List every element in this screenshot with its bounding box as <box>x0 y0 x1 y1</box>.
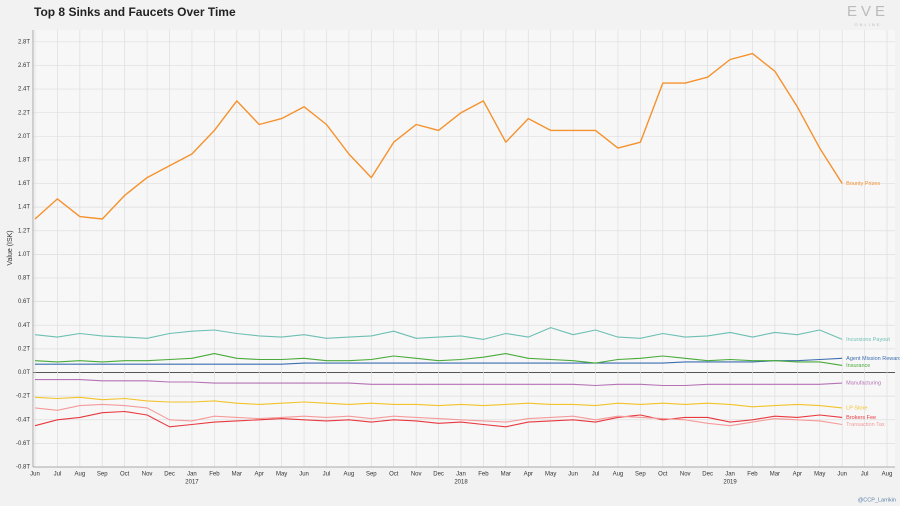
y-tick-label: 2.6T <box>18 63 30 69</box>
x-tick-label: May <box>545 472 556 478</box>
y-tick-label: 0.8T <box>18 276 30 282</box>
y-tick-label: 2.0T <box>18 134 30 140</box>
series-label: Transaction Tax <box>846 422 885 428</box>
x-tick-label: Jul <box>54 472 62 478</box>
y-tick-label: 1.0T <box>18 252 30 258</box>
y-tick-label: 2.2T <box>18 110 30 116</box>
x-tick-label: Jun <box>299 472 309 478</box>
x-tick-label: Jul <box>861 472 869 478</box>
logo-sub: ONLINE <box>855 22 882 27</box>
x-year-label: 2018 <box>454 480 468 486</box>
x-tick-label: Aug <box>613 472 624 478</box>
x-tick-label: Apr <box>793 472 802 478</box>
x-tick-label: Mar <box>501 472 511 478</box>
x-tick-label: Jan <box>725 472 735 478</box>
y-tick-label: -0.8T <box>16 465 30 471</box>
y-tick-label: 0.2T <box>18 346 30 352</box>
x-tick-label: Apr <box>524 472 533 478</box>
series-line <box>35 357 843 365</box>
y-tick-label: -0.2T <box>16 394 30 400</box>
series-label: Insurance <box>846 363 870 369</box>
chart-title: Top 8 Sinks and Faucets Over Time <box>34 5 236 19</box>
series-label: Bounty Prizes <box>846 181 880 187</box>
x-tick-label: Feb <box>478 472 489 478</box>
series-line <box>34 410 843 428</box>
x-tick-label: Aug <box>344 472 355 478</box>
x-tick-label: Oct <box>120 472 130 478</box>
series-label: Agent Mission Rewards <box>846 356 900 362</box>
x-tick-label: Oct <box>389 472 399 478</box>
series-line <box>34 403 843 427</box>
y-tick-label: 1.8T <box>18 157 30 163</box>
x-tick-label: Jul <box>323 472 331 478</box>
y-tick-label: 1.6T <box>18 181 30 187</box>
x-tick-label: Dec <box>702 472 713 478</box>
x-tick-label: Jan <box>456 472 466 478</box>
x-tick-label: Jan <box>187 472 197 478</box>
y-tick-label: 0.6T <box>18 299 30 305</box>
x-tick-label: Feb <box>747 472 758 478</box>
series-label: Incursions Payout <box>846 337 890 343</box>
x-year-label: 2017 <box>185 480 199 486</box>
x-tick-label: Apr <box>255 472 264 478</box>
y-tick-label: 2.4T <box>18 87 30 93</box>
plot-area <box>33 30 895 467</box>
y-axis-label: Value (ISK) <box>7 230 14 265</box>
logo: EVE <box>847 3 889 20</box>
y-tick-label: 1.2T <box>18 228 30 234</box>
y-tick-label: 1.4T <box>18 205 30 211</box>
x-tick-label: Aug <box>882 472 893 478</box>
x-year-label: 2019 <box>723 480 737 486</box>
x-tick-label: Jun <box>837 472 847 478</box>
x-tick-label: Nov <box>142 472 153 478</box>
x-tick-label: Nov <box>411 472 422 478</box>
x-tick-label: Oct <box>658 472 668 478</box>
x-tick-label: Jul <box>592 472 600 478</box>
x-tick-label: Sep <box>366 472 377 478</box>
y-tick-label: 0.0T <box>18 370 30 376</box>
x-tick-label: Jun <box>30 472 40 478</box>
x-tick-label: May <box>814 472 825 478</box>
x-tick-label: Aug <box>74 472 85 478</box>
x-tick-label: Dec <box>164 472 175 478</box>
series-line <box>34 353 843 366</box>
series-line <box>34 396 843 409</box>
series-label: Manufacturing <box>846 381 881 387</box>
x-tick-label: Mar <box>232 472 242 478</box>
credit: @CCP_Larrikin <box>858 497 896 503</box>
x-tick-label: Jun <box>568 472 578 478</box>
x-tick-label: Mar <box>770 472 780 478</box>
series-label: LP Store <box>846 405 867 411</box>
series-line <box>34 327 843 340</box>
y-tick-label: 2.8T <box>18 39 30 45</box>
x-tick-label: May <box>276 472 287 478</box>
x-tick-label: Feb <box>209 472 220 478</box>
y-tick-label: 0.4T <box>18 323 30 329</box>
series-line <box>35 379 843 387</box>
x-tick-label: Dec <box>433 472 444 478</box>
y-tick-label: -0.4T <box>16 417 30 423</box>
series-label: Brokers Fee <box>846 415 876 421</box>
y-tick-label: -0.6T <box>16 441 30 447</box>
x-tick-label: Nov <box>680 472 691 478</box>
x-tick-label: Sep <box>635 472 646 478</box>
series-line <box>34 52 843 220</box>
x-tick-label: Sep <box>97 472 108 478</box>
